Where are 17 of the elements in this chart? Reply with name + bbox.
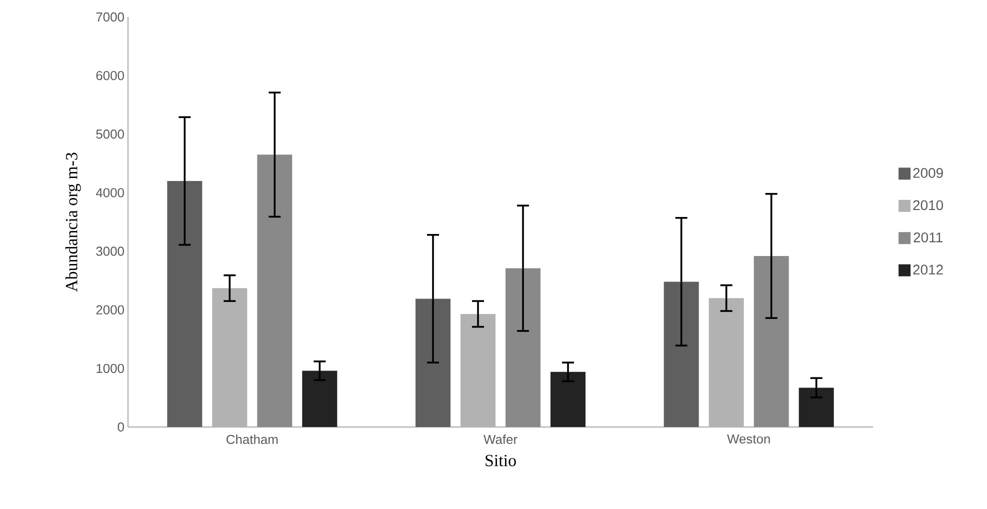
legend-label: 2011 [914,232,942,242]
y-tick-label: 7000 [96,12,124,22]
y-tick-label: 1000 [96,364,124,373]
legend-label: 2012 [913,264,943,275]
y-tick-label: 4000 [96,188,124,198]
y-tick-label: 6000 [96,70,124,80]
x-tick-label: Chatham [226,434,278,444]
x-axis-title: Sitio [486,454,516,466]
x-tick-label: Wafer [484,434,518,444]
legend-label: 2010 [913,200,944,210]
y-tick-label: 0 [118,422,124,432]
y-tick-label: 3000 [96,246,124,256]
y-tick-label: 5000 [96,130,124,139]
x-tick-label: Weston [727,434,770,444]
y-tick-label: 2000 [96,305,124,314]
y-axis-title: Abundancia org m-3 [65,152,81,292]
legend-label: 2009 [913,168,943,178]
